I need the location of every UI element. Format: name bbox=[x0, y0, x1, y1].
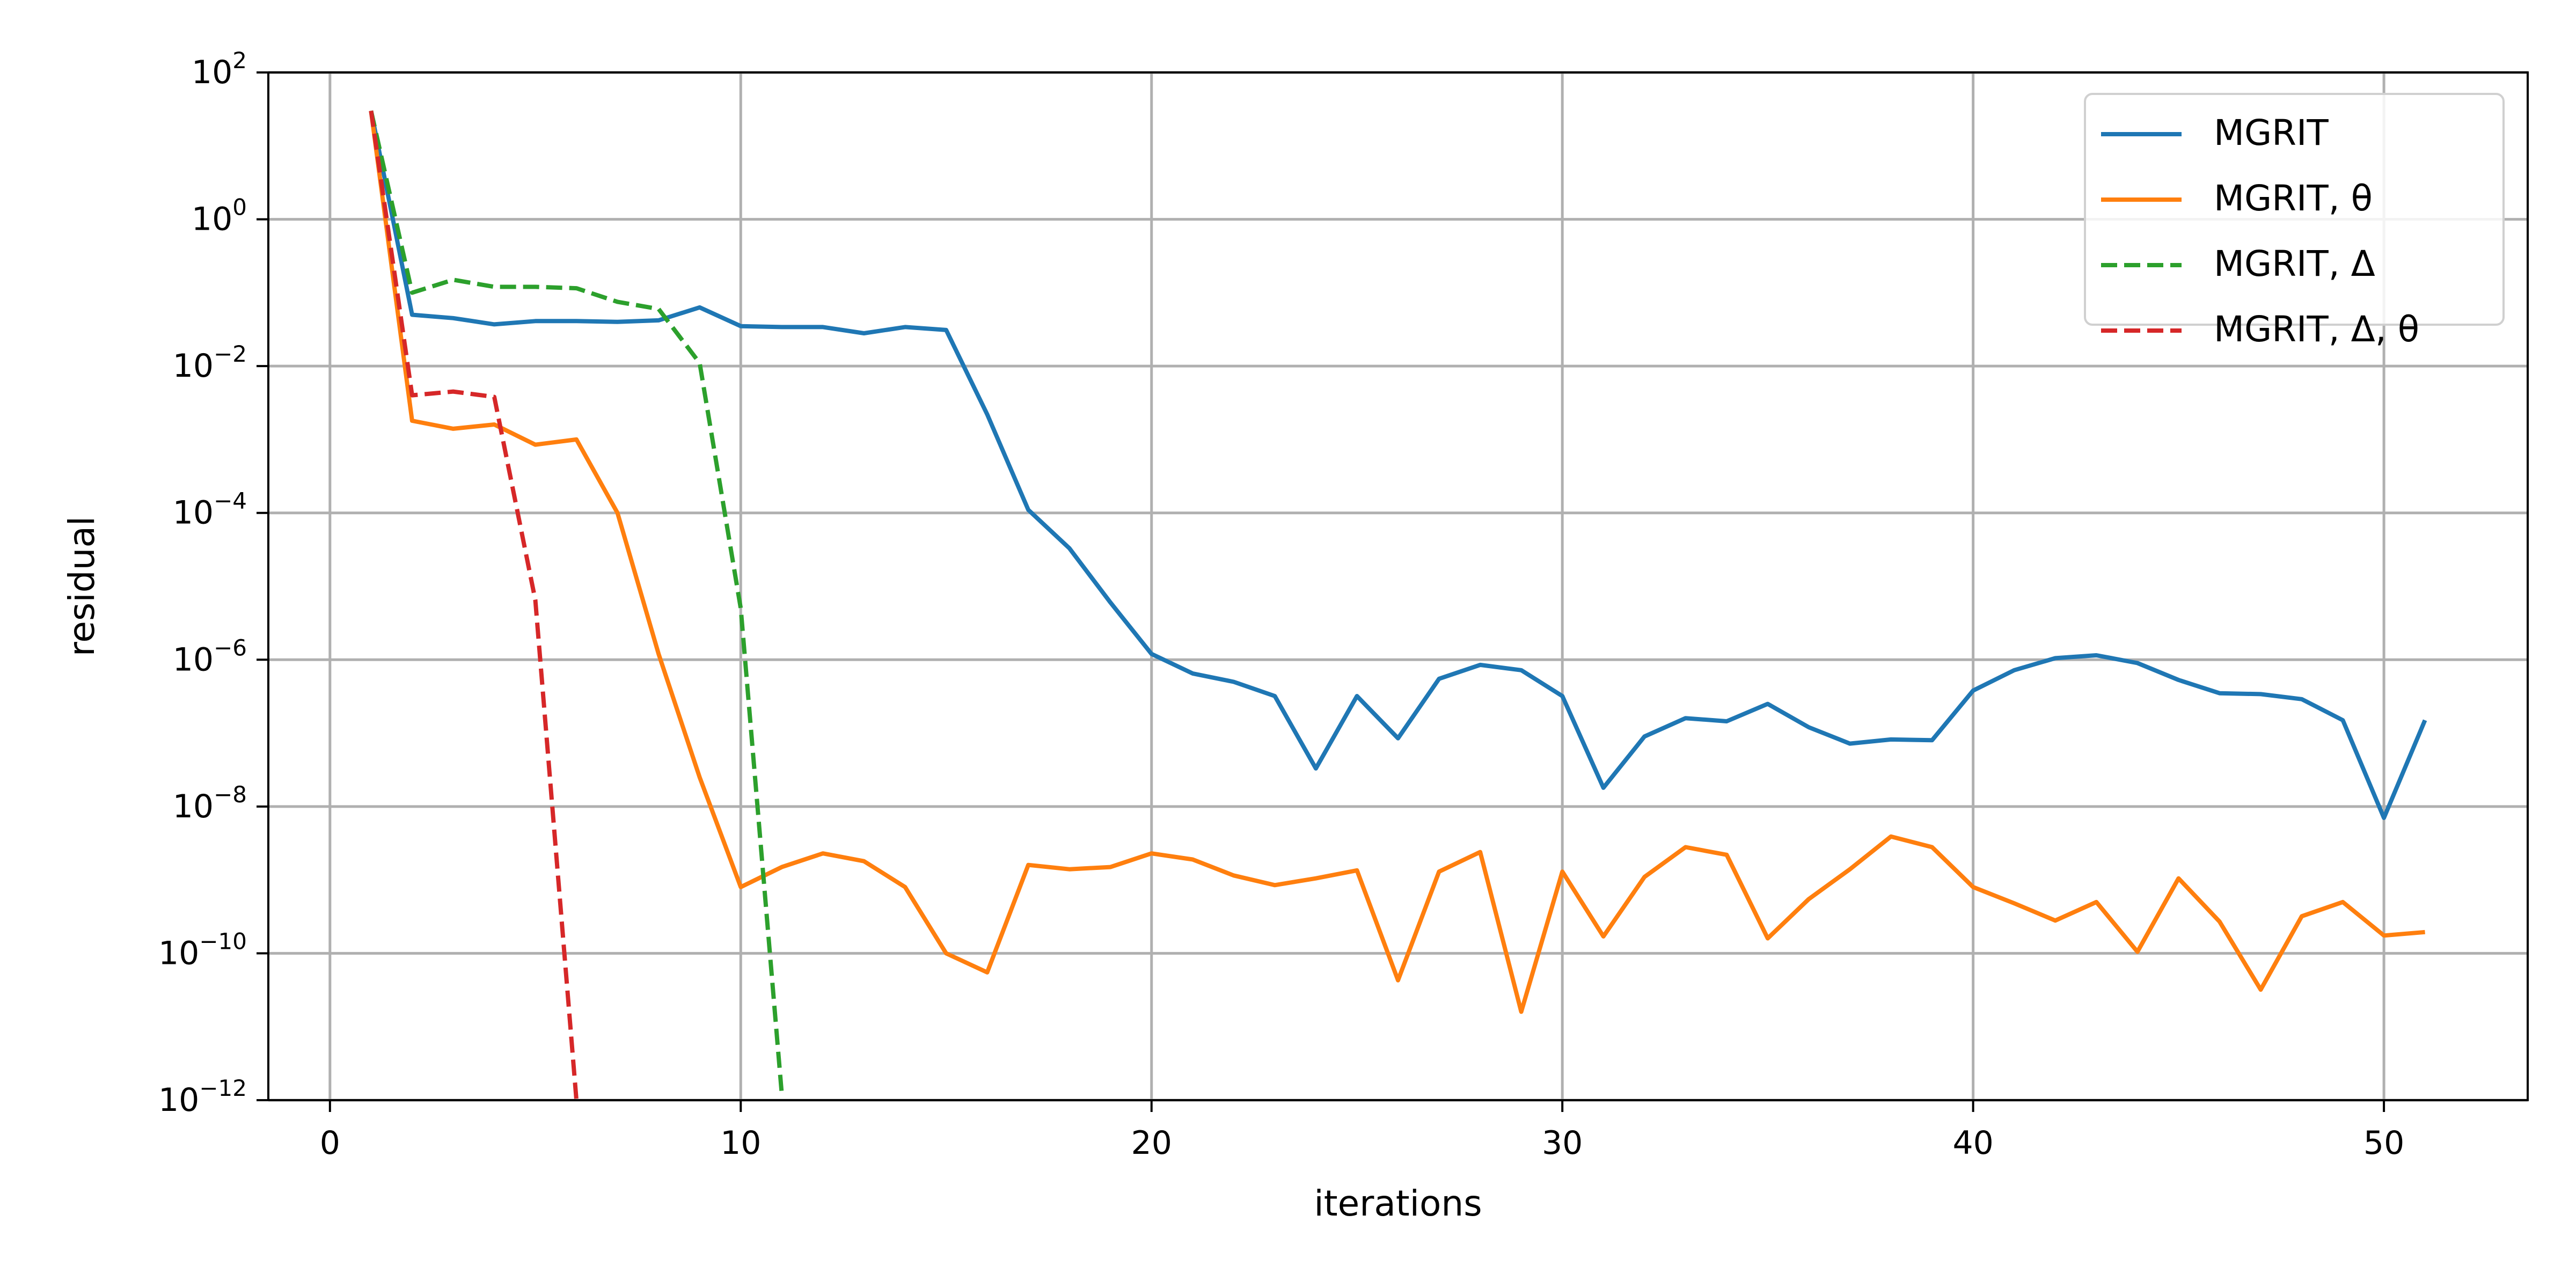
x-tick-label: 50 bbox=[2363, 1124, 2404, 1162]
legend-label-3: MGRIT, Δ bbox=[2214, 243, 2375, 284]
series-line-1 bbox=[369, 110, 2427, 820]
x-tick-label: 30 bbox=[1542, 1124, 1583, 1162]
legend: MGRIT MGRIT, θ MGRIT, Δ MGRIT, Δ, θ bbox=[2084, 93, 2505, 350]
x-tick-label: 20 bbox=[1131, 1124, 1172, 1162]
x-axis: 0 10 20 30 40 50 bbox=[320, 1100, 2404, 1162]
y-tick-label: 10−8 bbox=[173, 781, 247, 825]
x-axis-label: iterations bbox=[1314, 1183, 1482, 1224]
x-tick-label: 40 bbox=[1952, 1124, 1993, 1162]
y-tick-label: 102 bbox=[192, 47, 247, 91]
x-tick-label: 0 bbox=[320, 1124, 340, 1162]
legend-box bbox=[2084, 93, 2505, 326]
series-line-3 bbox=[369, 110, 784, 1095]
plot-frame bbox=[267, 71, 2529, 1101]
series-layer bbox=[369, 110, 2427, 1101]
legend-label-1: MGRIT bbox=[2214, 112, 2329, 153]
x-tick-label: 10 bbox=[720, 1124, 761, 1162]
series-line-2 bbox=[369, 110, 2425, 1014]
series-line-4 bbox=[369, 110, 579, 1101]
legend-label-2: MGRIT, θ bbox=[2214, 178, 2373, 219]
y-axis-label: residual bbox=[61, 516, 103, 657]
legend-label-4: MGRIT, Δ, θ bbox=[2214, 309, 2419, 350]
